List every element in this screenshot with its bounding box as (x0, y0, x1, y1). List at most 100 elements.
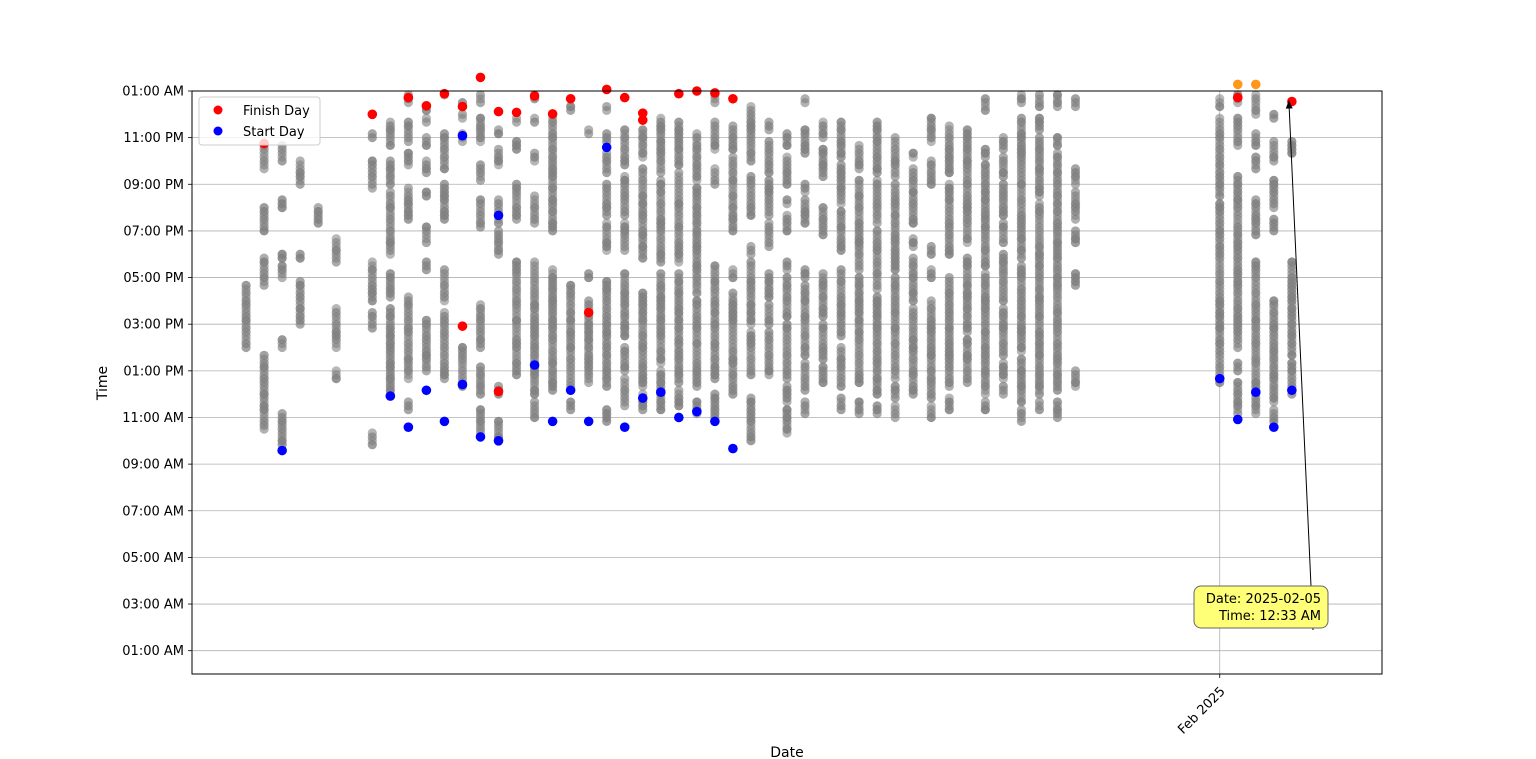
activity-point (764, 117, 774, 127)
activity-point (872, 292, 882, 302)
activity-point (529, 113, 540, 123)
activity-point (421, 113, 431, 123)
finish-day-point (475, 72, 486, 83)
activity-point (295, 249, 305, 259)
y-tick-label: 05:00 PM (123, 271, 184, 286)
activity-point (1034, 397, 1045, 407)
activity-point (475, 300, 486, 310)
activity-point (1016, 113, 1026, 123)
activity-point (890, 133, 900, 143)
activity-point (872, 175, 882, 185)
start-day-point (601, 142, 612, 153)
activity-point (602, 405, 612, 415)
activity-point (692, 183, 702, 193)
activity-point (836, 206, 846, 217)
activity-point (1034, 90, 1045, 100)
legend-marker-start-day (213, 126, 223, 136)
activity-point (620, 342, 630, 353)
activity-point (475, 195, 486, 205)
activity-point (926, 401, 936, 411)
x-axis-label: Date (770, 745, 803, 759)
activity-point (746, 171, 756, 182)
activity-point (962, 335, 972, 345)
activity-point (782, 381, 792, 391)
activity-point (1287, 358, 1297, 368)
activity-point (1070, 94, 1081, 104)
start-day-point (1250, 387, 1261, 398)
activity-point (475, 160, 486, 170)
activity-point (998, 381, 1008, 391)
activity-point (1269, 296, 1279, 306)
activity-point (602, 179, 612, 189)
activity-point (1016, 354, 1026, 364)
activity-point (800, 195, 810, 205)
activity-point (710, 164, 720, 174)
annotation-arrow (1288, 100, 1314, 631)
activity-point (475, 362, 486, 372)
start-day-point (421, 385, 432, 396)
start-day-point (403, 422, 414, 432)
activity-point (854, 175, 864, 185)
activity-point (1070, 226, 1081, 236)
start-day-point (710, 416, 720, 427)
activity-point (908, 253, 918, 263)
activity-point (1233, 377, 1243, 388)
activity-point (259, 350, 269, 360)
activity-point (1215, 94, 1225, 104)
activity-point (998, 133, 1008, 143)
annotation-arrowhead (1285, 100, 1293, 109)
activity-point (475, 405, 486, 415)
activity-point (602, 276, 612, 287)
activity-point (890, 272, 900, 283)
start-day-point (385, 391, 396, 401)
activity-point (421, 133, 431, 143)
activity-point (818, 203, 828, 213)
finish-day-point (547, 109, 558, 119)
finish-day-point (493, 386, 504, 397)
start-day-point (529, 360, 540, 370)
activity-point (836, 160, 846, 170)
activity-point (331, 366, 341, 376)
finish-day-point (728, 93, 738, 104)
activity-point (800, 358, 810, 368)
activity-point (1070, 269, 1081, 279)
activity-point (602, 129, 612, 139)
activity-point (710, 261, 720, 271)
activity-point (259, 203, 269, 213)
start-day-point (655, 387, 666, 398)
activity-point (710, 389, 720, 399)
activity-point (584, 296, 594, 306)
activity-point (439, 265, 450, 275)
activity-point (475, 113, 486, 123)
activity-point (692, 129, 702, 139)
activity-point (998, 152, 1008, 162)
activity-point (529, 397, 540, 407)
activity-point (493, 226, 504, 236)
activity-point (944, 393, 954, 403)
start-day-point (457, 130, 468, 141)
activity-point (746, 257, 756, 267)
activity-point (1233, 358, 1243, 368)
activity-point (277, 249, 287, 259)
activity-point (818, 269, 828, 279)
data-points (241, 72, 1297, 456)
activity-point (602, 101, 612, 112)
activity-point (998, 218, 1008, 228)
y-tick-label: 01:00 PM (123, 364, 184, 379)
activity-point (1052, 148, 1063, 158)
activity-point (493, 416, 504, 426)
activity-point (1070, 164, 1081, 174)
annotation-date-text: Date: 2025-02-05 (1206, 592, 1321, 607)
activity-point (566, 280, 576, 290)
activity-point (944, 272, 954, 283)
finish-day-point (674, 88, 684, 99)
start-day-point (439, 416, 450, 427)
activity-point (782, 129, 792, 139)
activity-point (944, 179, 954, 189)
activity-point (746, 327, 756, 337)
legend-box (198, 96, 321, 146)
activity-point (872, 226, 882, 236)
activity-point (818, 362, 828, 372)
activity-point (980, 144, 990, 154)
